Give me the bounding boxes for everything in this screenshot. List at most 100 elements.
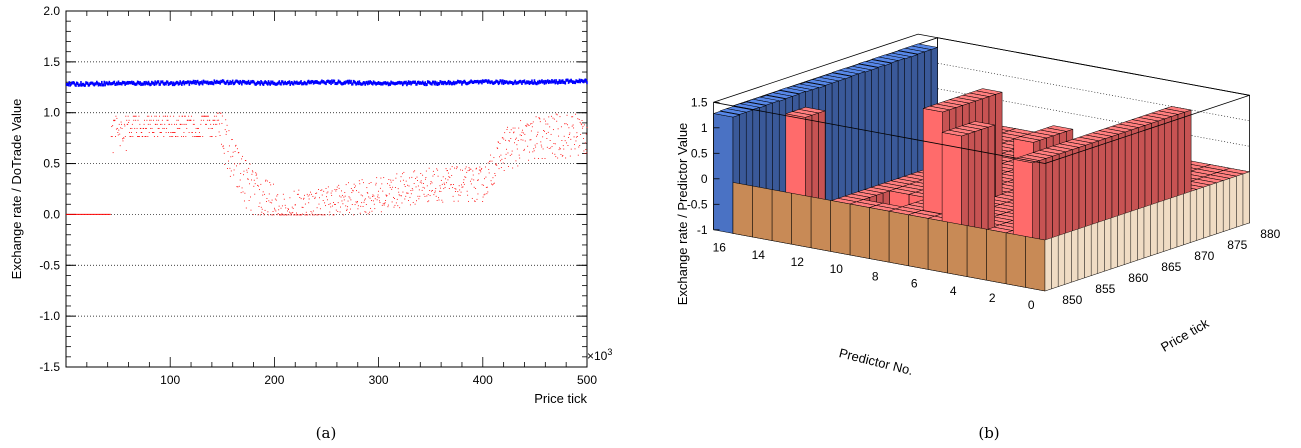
red-point <box>242 191 244 193</box>
red-point <box>248 167 250 169</box>
red-point <box>137 136 138 138</box>
blue-point <box>431 80 434 84</box>
blue-point <box>85 81 87 85</box>
blue-point <box>147 80 150 84</box>
red-point <box>341 194 343 196</box>
blue-point <box>101 80 103 84</box>
red-point <box>167 119 169 121</box>
red-point <box>371 210 373 212</box>
blue-point <box>350 79 352 83</box>
red-point <box>489 161 491 162</box>
red-point <box>509 131 511 133</box>
blue-point <box>246 81 248 85</box>
red-point <box>126 123 128 125</box>
blue-point <box>291 80 293 84</box>
red-point <box>477 179 479 181</box>
red-point <box>191 132 193 133</box>
red-point <box>532 121 534 123</box>
red-point <box>525 125 527 127</box>
blue-point <box>233 81 236 85</box>
red-point <box>433 174 435 176</box>
red-point <box>541 146 543 148</box>
red-point <box>532 151 534 153</box>
blue-point <box>199 81 201 85</box>
red-point <box>376 199 378 201</box>
red-point <box>326 199 328 201</box>
blue-point <box>530 81 532 85</box>
red-point <box>220 143 222 145</box>
red-point <box>231 139 233 141</box>
blue-point <box>78 83 81 87</box>
red-point <box>223 147 225 149</box>
blue-point <box>240 80 242 84</box>
red-point <box>554 153 556 155</box>
red-point <box>499 156 500 158</box>
red-point <box>291 212 293 214</box>
blue-point <box>455 81 457 85</box>
price-tick-label: 870 <box>1194 249 1214 263</box>
blue-point <box>366 82 369 86</box>
blue-point <box>361 82 363 86</box>
blue-point <box>72 81 75 85</box>
red-point <box>169 115 171 117</box>
red-point <box>174 132 176 133</box>
panel-b-caption: (b) <box>978 424 999 442</box>
red-point <box>201 115 203 117</box>
red-point <box>138 115 140 117</box>
red-point <box>183 132 185 133</box>
red-point <box>344 195 346 197</box>
red-point <box>402 179 404 181</box>
blue-point <box>572 80 575 84</box>
red-point <box>317 214 319 216</box>
red-point <box>275 199 277 201</box>
blue-point <box>476 79 478 83</box>
red-point <box>467 194 469 196</box>
red-point <box>258 185 259 187</box>
red-point <box>161 123 163 125</box>
red-point <box>318 197 320 199</box>
red-point <box>358 191 360 193</box>
red-point <box>575 136 577 138</box>
blue-point <box>454 81 457 85</box>
blue-point <box>453 82 456 86</box>
red-point <box>134 115 136 117</box>
y-tick-label: -1.5 <box>39 360 60 374</box>
red-point <box>316 192 318 194</box>
red-point <box>466 171 468 173</box>
red-point <box>162 115 164 117</box>
blue-point <box>371 81 373 85</box>
front-wall-segment <box>752 185 773 241</box>
blue-point <box>488 80 491 84</box>
blue-point <box>128 80 131 84</box>
red-point <box>401 202 403 204</box>
red-point <box>234 163 236 165</box>
red-point <box>580 123 582 125</box>
blue-point <box>538 79 541 83</box>
blue-point <box>254 82 256 86</box>
red-point <box>235 145 236 147</box>
red-point <box>354 204 356 206</box>
red-point <box>464 168 466 170</box>
blue-point <box>279 82 282 86</box>
red-point <box>511 153 513 155</box>
red-point <box>303 197 305 199</box>
blue-point <box>515 81 517 85</box>
red-point <box>355 185 357 187</box>
blue-point <box>149 83 151 87</box>
red-point <box>139 123 141 125</box>
red-point <box>313 214 315 216</box>
red-point <box>428 167 430 169</box>
side-wall-segment <box>1196 186 1204 241</box>
blue-point <box>126 80 129 84</box>
red-point <box>158 127 160 129</box>
red-point <box>206 115 208 117</box>
blue-point <box>162 82 165 86</box>
blue-point <box>537 81 540 85</box>
blue-point <box>265 80 267 84</box>
blue-point <box>101 83 104 87</box>
red-point <box>168 123 170 125</box>
red-point <box>539 118 541 120</box>
red-point <box>322 200 324 202</box>
blue-point <box>206 80 209 84</box>
red-point <box>537 158 539 159</box>
